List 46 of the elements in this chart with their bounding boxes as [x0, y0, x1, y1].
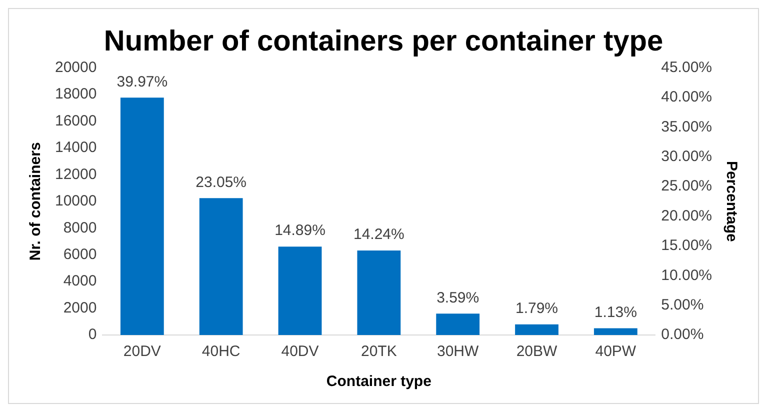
- y-tick-label: 6000: [63, 246, 97, 263]
- y-tick-label: 4000: [63, 272, 97, 290]
- x-tick-label: 20TK: [360, 343, 397, 360]
- y-tick-label: 10000: [54, 192, 97, 210]
- chart-title: Number of containers per container type: [104, 25, 664, 58]
- bar: [199, 198, 243, 335]
- x-tick-label: 40HC: [202, 343, 240, 360]
- bar: [515, 324, 558, 335]
- y2-axis-title: Percentage: [722, 160, 740, 242]
- y2-tick-label: 10.00%: [661, 266, 712, 284]
- data-label: 3.59%: [436, 289, 480, 306]
- x-tick-label: 20BW: [516, 343, 558, 360]
- y2-tick-label: 35.00%: [661, 118, 712, 136]
- y2-tick-label: 20.00%: [661, 207, 712, 224]
- x-tick-label: 40DV: [281, 343, 319, 360]
- bar: [436, 314, 480, 335]
- x-tick-label: 20DV: [123, 343, 161, 360]
- y-tick-label: 2000: [63, 299, 97, 316]
- data-label: 1.79%: [515, 300, 558, 318]
- bar: [278, 246, 322, 335]
- y2-tick-label: 25.00%: [661, 178, 712, 195]
- y2-tick-label: 45.00%: [661, 58, 712, 76]
- data-label: 14.24%: [353, 226, 404, 244]
- y-tick-label: 0: [88, 326, 97, 344]
- y2-tick-label: 0.00%: [661, 326, 704, 344]
- data-label: 23.05%: [196, 174, 247, 191]
- y-tick-label: 18000: [54, 86, 97, 103]
- y2-tick-label: 5.00%: [661, 296, 704, 314]
- bar: [120, 98, 164, 335]
- bar: [357, 250, 401, 335]
- y2-tick-label: 30.00%: [661, 148, 712, 166]
- y2-tick-label: 40.00%: [661, 88, 712, 106]
- bar: [594, 328, 638, 335]
- x-tick-label: 30HW: [436, 343, 480, 360]
- y-axis-title: Nr. of containers: [27, 142, 44, 261]
- y-tick-label: 8000: [63, 219, 97, 236]
- x-axis-title: Container type: [326, 373, 432, 390]
- data-label: 14.89%: [274, 222, 326, 240]
- y2-tick-label: 15.00%: [661, 237, 712, 254]
- y-tick-label: 20000: [54, 58, 97, 76]
- data-label: 39.97%: [116, 73, 168, 90]
- x-tick-label: 40PW: [595, 343, 637, 360]
- y-tick-label: 12000: [54, 166, 97, 183]
- y-tick-label: 14000: [54, 139, 97, 156]
- y-tick-label: 16000: [54, 112, 97, 130]
- data-label: 1.13%: [594, 304, 637, 321]
